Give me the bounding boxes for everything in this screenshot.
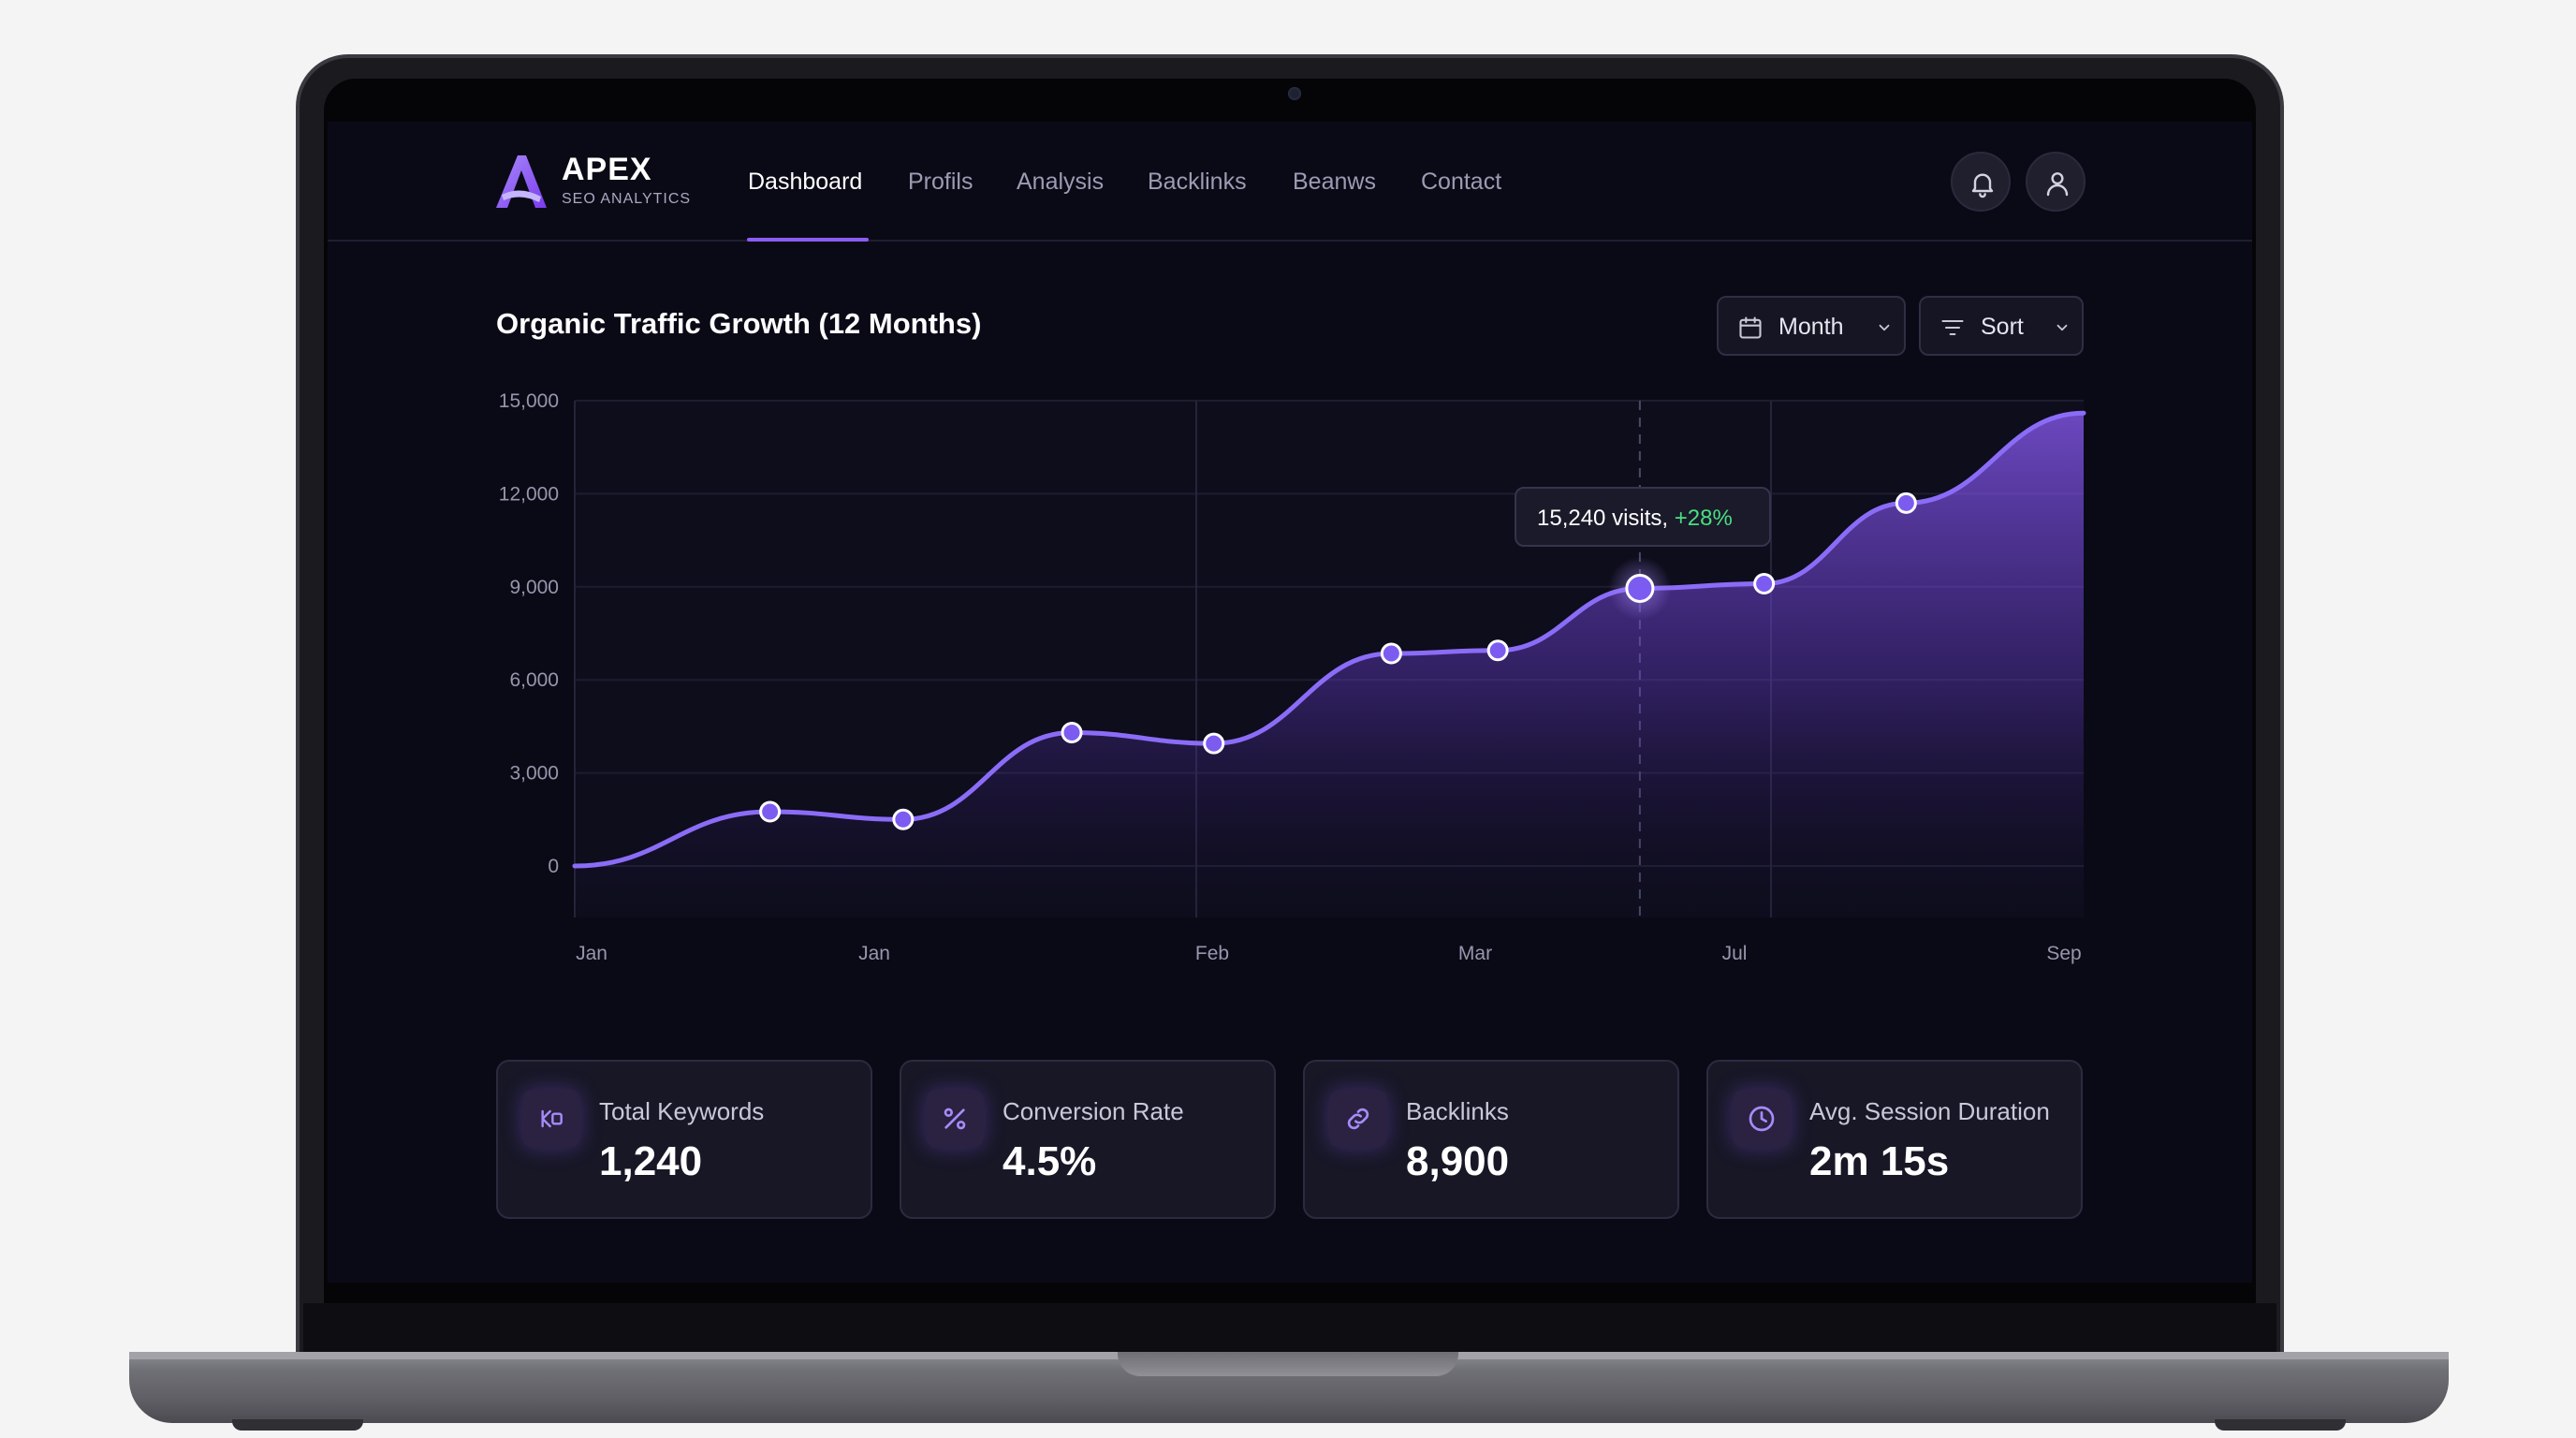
nav-contact[interactable]: Contact xyxy=(1421,169,1502,195)
data-point[interactable] xyxy=(1061,722,1083,744)
stat-label: Total Keywords xyxy=(599,1097,765,1125)
top-nav: APEX SEO ANALYTICS Dashboard Profils Ana… xyxy=(328,122,2252,242)
stat-value: 1,240 xyxy=(599,1138,703,1184)
notifications-button[interactable] xyxy=(1951,152,2011,212)
nav-backlinks[interactable]: Backlinks xyxy=(1148,169,1247,195)
traffic-chart: 0 3,000 6,000 9,000 12,000 15,000 Jan Jan Feb Ma… xyxy=(499,390,2086,964)
clock-icon xyxy=(1749,1106,1775,1132)
profile-button[interactable] xyxy=(2026,152,2086,212)
period-label: Month xyxy=(1778,314,1844,340)
laptop-notch xyxy=(1118,1352,1458,1376)
percent-icon xyxy=(944,1108,966,1130)
data-point[interactable] xyxy=(1380,642,1402,665)
period-dropdown[interactable]: Month xyxy=(1717,296,1906,356)
apex-logo-icon xyxy=(496,155,547,208)
stat-card-keywords[interactable]: Total Keywords 1,240 xyxy=(496,1060,872,1219)
data-point[interactable] xyxy=(759,800,782,823)
stat-card-session-duration[interactable]: Avg. Session Duration 2m 15s xyxy=(1706,1060,2083,1219)
stat-card-conversion[interactable]: Conversion Rate 4.5% xyxy=(900,1060,1276,1219)
tooltip-value: 15,240 visits, xyxy=(1537,506,1669,531)
chart-tooltip: 15,240 visits, +28% xyxy=(1515,487,1771,547)
camera-icon xyxy=(1288,87,1301,100)
y-tick-label: 15,000 xyxy=(499,390,559,412)
x-tick-label: Sep xyxy=(2046,943,2081,964)
x-tick-label: Jan xyxy=(858,943,890,964)
data-point[interactable] xyxy=(1486,639,1509,662)
link-icon xyxy=(1347,1108,1369,1130)
brand-tagline: SEO ANALYTICS xyxy=(562,191,692,207)
chevron-down-icon xyxy=(2056,324,2068,331)
stat-value: 4.5% xyxy=(1003,1138,1097,1184)
x-tick-label: Jul xyxy=(1722,943,1748,964)
y-tick-label: 3,000 xyxy=(509,763,559,785)
y-tick-label: 6,000 xyxy=(509,669,559,691)
sort-dropdown[interactable]: Sort xyxy=(1919,296,2084,356)
x-tick-label: Mar xyxy=(1458,943,1492,964)
stat-card-backlinks[interactable]: Backlinks 8,900 xyxy=(1303,1060,1679,1219)
stat-label: Conversion Rate xyxy=(1003,1097,1184,1125)
nav-beanws[interactable]: Beanws xyxy=(1293,169,1376,195)
stat-label: Backlinks xyxy=(1406,1097,1509,1125)
active-tab-indicator xyxy=(747,238,869,242)
laptop-bezel xyxy=(303,1303,2276,1352)
nav-analysis[interactable]: Analysis xyxy=(1017,169,1105,195)
x-tick-label: Jan xyxy=(576,943,607,964)
bell-icon xyxy=(1971,173,1994,198)
nav-profils[interactable]: Profils xyxy=(908,169,973,195)
tooltip-change: +28% xyxy=(1674,506,1733,531)
sort-label: Sort xyxy=(1981,314,2024,340)
user-icon xyxy=(2046,172,2069,197)
y-tick-label: 12,000 xyxy=(499,483,559,505)
x-tick-label: Feb xyxy=(1195,943,1229,964)
traffic-line xyxy=(572,410,2086,869)
stat-value: 8,900 xyxy=(1406,1138,1510,1184)
data-point[interactable] xyxy=(1895,492,1917,514)
filter-icon xyxy=(1941,319,1964,336)
chart-title: Organic Traffic Growth (12 Months) xyxy=(496,307,982,340)
dashboard-screen: 0 3,000 6,000 9,000 12,000 15,000 Jan Jan Feb Ma… xyxy=(328,122,2252,1283)
y-tick-label: 0 xyxy=(548,856,559,877)
data-point[interactable] xyxy=(1203,732,1225,755)
chevron-down-icon xyxy=(1879,324,1890,331)
traffic-area xyxy=(575,413,2084,918)
stat-label: Avg. Session Duration xyxy=(1809,1097,2050,1125)
calendar-icon xyxy=(1739,316,1762,339)
y-tick-label: 9,000 xyxy=(509,577,559,598)
data-point[interactable] xyxy=(892,808,915,830)
data-point[interactable] xyxy=(1753,572,1776,594)
data-point-highlighted[interactable] xyxy=(1625,573,1655,603)
brand-name: APEX xyxy=(562,152,652,187)
nav-dashboard[interactable]: Dashboard xyxy=(748,169,863,195)
keywords-icon xyxy=(541,1109,563,1128)
stat-value: 2m 15s xyxy=(1809,1138,1950,1184)
